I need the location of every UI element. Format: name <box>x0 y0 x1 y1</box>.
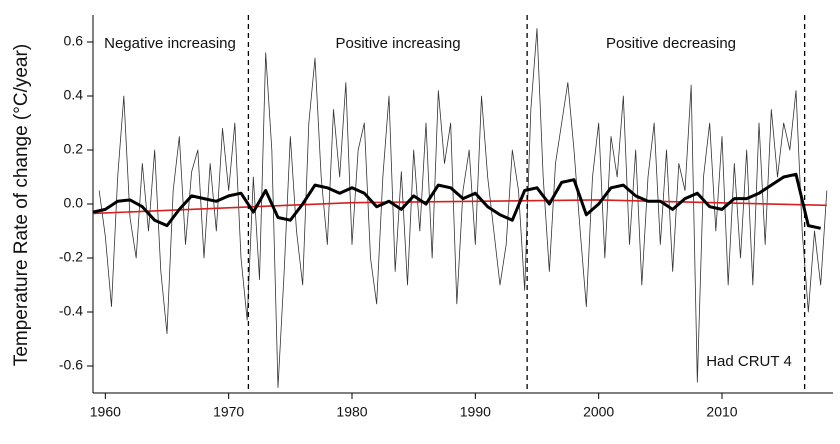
x-tick-label: 1980 <box>336 404 367 420</box>
x-tick-label: 1990 <box>460 404 491 420</box>
y-tick-label: -0.4 <box>59 303 83 319</box>
region-label: Positive decreasing <box>606 35 736 52</box>
y-tick-label: 0.0 <box>64 195 84 211</box>
y-tick-label: 0.2 <box>64 141 84 157</box>
x-tick-label: 1960 <box>90 404 121 420</box>
y-tick-label: -0.6 <box>59 357 83 373</box>
region-label: Positive increasing <box>335 35 460 52</box>
dataset-label: Had CRUT 4 <box>706 353 792 370</box>
region-label: Negative increasing <box>104 35 236 52</box>
y-tick-label: 0.6 <box>64 33 84 49</box>
y-tick-label: -0.2 <box>59 249 83 265</box>
x-tick-label: 2010 <box>706 404 737 420</box>
x-tick-label: 1970 <box>213 404 244 420</box>
series-line <box>98 28 828 388</box>
y-tick-label: 0.4 <box>64 87 84 103</box>
x-tick-label: 2000 <box>583 404 614 420</box>
series-line <box>92 172 821 230</box>
y-axis-label: Temperature Rate of change (°C/year) <box>11 44 32 366</box>
series-line <box>92 199 827 215</box>
